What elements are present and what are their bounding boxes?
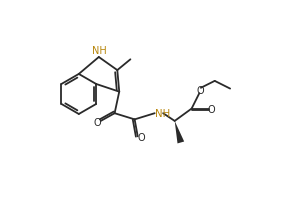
Polygon shape: [175, 121, 184, 144]
Text: O: O: [94, 117, 102, 127]
Text: O: O: [196, 86, 204, 96]
Text: O: O: [208, 104, 216, 114]
Text: NH: NH: [92, 45, 107, 55]
Text: NH: NH: [155, 109, 171, 119]
Text: O: O: [138, 132, 145, 142]
